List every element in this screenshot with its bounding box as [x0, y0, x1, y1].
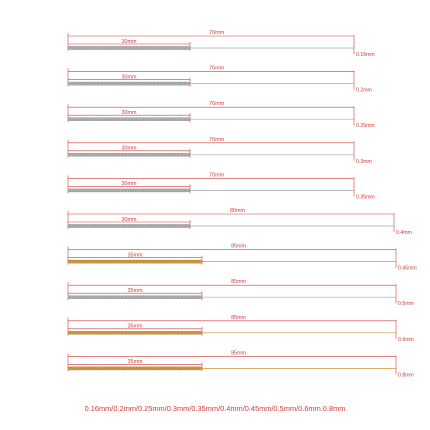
- spring-row-6: 80mm 30mm 0.4mm: [67, 208, 412, 236]
- body-length-label: 30mm: [122, 181, 137, 187]
- body-length-label: 35mm: [128, 252, 143, 258]
- total-length-label: 70mm: [209, 137, 224, 143]
- body-length-label: 30mm: [122, 74, 137, 80]
- total-length-label: 70mm: [209, 66, 224, 72]
- wire-diameter-label: 0.3mm: [356, 159, 372, 165]
- body-length-label: 35mm: [128, 324, 143, 330]
- spring-row-3: 70mm 30mm 0.25mm: [67, 101, 375, 129]
- spring-coil-texture: [68, 331, 202, 335]
- body-length-label: 30mm: [122, 146, 137, 152]
- spring-coil-texture: [68, 366, 202, 371]
- total-length-label: 85mm: [231, 244, 246, 250]
- total-length-label: 85mm: [231, 350, 246, 356]
- wire-diameter-label: 0.4mm: [396, 230, 412, 236]
- wire-diameter-label: 0.45mm: [398, 266, 417, 272]
- wire-diameter-label: 0.2mm: [356, 88, 372, 94]
- size-caption: 0.16mm/0.2mm/0.25mm/0.3mm/0.35mm/0.4mm/0…: [84, 404, 346, 413]
- spring-row-9: 85mm 35mm 0.6mm: [67, 315, 414, 343]
- wire-diameter-label: 0.5mm: [398, 301, 414, 307]
- total-length-label: 80mm: [230, 208, 245, 214]
- spring-row-8: 85mm 35mm 0.5mm: [67, 279, 414, 307]
- spring-row-5: 70mm 30mm 0.35mm: [67, 172, 375, 200]
- spring-row-4: 70mm 30mm 0.3mm: [67, 137, 372, 165]
- body-length-label: 30mm: [122, 39, 137, 45]
- spring-row-10: 85mm 35mm 0.8mm: [67, 350, 414, 378]
- body-length-label: 30mm: [122, 217, 137, 223]
- wire-diameter-label: 0.8mm: [398, 372, 414, 378]
- wire-diameter-label: 0.6mm: [398, 337, 414, 343]
- wire-diameter-label: 0.25mm: [356, 123, 375, 129]
- wire-diameter-label: 0.35mm: [356, 194, 375, 200]
- total-length-label: 70mm: [209, 30, 224, 36]
- total-length-label: 85mm: [231, 279, 246, 285]
- spring-coil-texture: [68, 188, 191, 193]
- spring-row-7: 85mm 35mm 0.45mm: [67, 244, 417, 272]
- total-length-label: 70mm: [209, 172, 224, 178]
- spring-coil-texture: [68, 117, 191, 121]
- spring-coil-texture: [68, 153, 191, 157]
- total-length-label: 70mm: [209, 101, 224, 107]
- spring-coil-texture: [68, 295, 202, 299]
- body-length-label: 35mm: [128, 288, 143, 294]
- spring-coil-texture: [68, 81, 191, 86]
- body-length-label: 35mm: [128, 359, 143, 365]
- spring-coil-texture: [68, 224, 191, 228]
- wire-diameter-label: 0.16mm: [356, 52, 375, 58]
- spring-coil-texture: [68, 259, 202, 264]
- spring-row-1: 70mm 30mm 0.16mm: [67, 30, 375, 58]
- spring-row-2: 70mm 30mm 0.2mm: [67, 66, 372, 94]
- total-length-label: 85mm: [231, 315, 246, 321]
- spring-coil-texture: [68, 46, 191, 50]
- body-length-label: 30mm: [122, 110, 137, 116]
